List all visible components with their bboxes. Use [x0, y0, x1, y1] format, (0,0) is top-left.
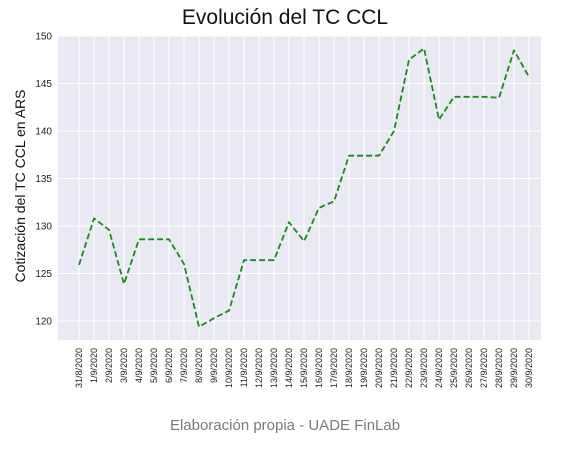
- x-tick-label: 23/9/2020: [419, 348, 429, 388]
- y-tick-label: 150: [35, 32, 52, 43]
- x-tick-label: 27/9/2020: [479, 348, 489, 388]
- x-tick-label: 31/8/2020: [74, 348, 84, 388]
- x-tick-label: 28/9/2020: [494, 348, 504, 388]
- x-tick-label: 13/9/2020: [269, 348, 279, 388]
- x-tick-label: 20/9/2020: [374, 348, 384, 388]
- chart-title: Evolución del TC CCL: [181, 6, 389, 29]
- grid-lines: [58, 35, 541, 340]
- x-tick-label: 12/9/2020: [254, 348, 264, 388]
- y-tick-label: 130: [35, 222, 52, 233]
- x-tick-label: 14/9/2020: [284, 348, 294, 388]
- x-tick-label: 3/9/2020: [119, 348, 129, 383]
- x-tick-label: 29/9/2020: [509, 348, 519, 388]
- x-tick-label: 22/9/2020: [404, 348, 414, 388]
- y-tick-labels: 120 125 130 135 140 145 150: [35, 32, 52, 328]
- x-tick-label: 15/9/2020: [299, 348, 309, 388]
- y-tick-label: 120: [35, 317, 52, 328]
- x-tick-label: 7/9/2020: [179, 348, 189, 383]
- y-tick-label: 140: [35, 127, 52, 138]
- footer-credit: Elaboración propia - UADE FinLab: [169, 417, 401, 434]
- y-tick-label: 135: [35, 174, 52, 185]
- x-tick-label: 21/9/2020: [389, 348, 399, 388]
- x-tick-label: 19/9/2020: [359, 348, 369, 388]
- x-tick-label: 18/9/2020: [344, 348, 354, 388]
- y-tick-label: 125: [35, 269, 52, 280]
- x-tick-label: 8/9/2020: [194, 348, 204, 383]
- series-group: [78, 47, 530, 328]
- x-tick-label: 26/9/2020: [464, 348, 474, 388]
- y-tick-label: 145: [35, 79, 52, 90]
- x-tick-label: 6/9/2020: [164, 348, 174, 383]
- x-tick-label: 11/9/2020: [239, 348, 249, 387]
- x-tick-labels: 31/8/2020 1/9/2020 2/9/2020 3/9/2020 4/9/202…: [74, 348, 534, 388]
- x-tick-label: 10/9/2020: [224, 348, 234, 388]
- series-line: [78, 47, 530, 328]
- x-tick-label: 9/9/2020: [209, 348, 219, 383]
- x-tick-label: 24/9/2020: [434, 348, 444, 388]
- x-tick-label: 16/9/2020: [314, 348, 324, 388]
- x-tick-label: 17/9/2020: [329, 348, 339, 388]
- x-tick-label: 2/9/2020: [104, 348, 114, 383]
- x-tick-label: 5/9/2020: [149, 348, 159, 383]
- x-tick-label: 25/9/2020: [449, 348, 459, 388]
- x-tick-label: 30/9/2020: [524, 348, 534, 388]
- x-tick-label: 1/9/2020: [89, 348, 99, 383]
- x-tick-label: 4/9/2020: [134, 348, 144, 383]
